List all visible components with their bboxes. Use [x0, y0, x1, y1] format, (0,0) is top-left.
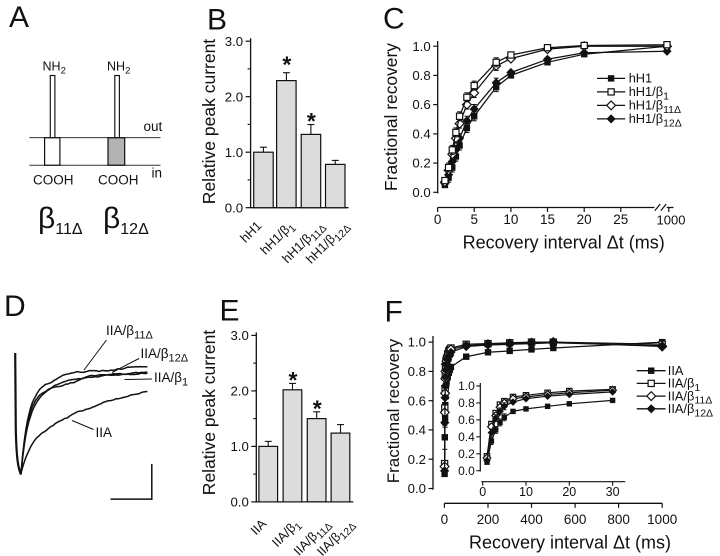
svg-text:0.0: 0.0 [408, 481, 426, 496]
svg-text:*: * [307, 108, 316, 134]
svg-text:3.0: 3.0 [230, 328, 248, 343]
svg-text:Recovery interval Δt (ms): Recovery interval Δt (ms) [469, 533, 671, 553]
svg-text:*: * [282, 52, 291, 78]
svg-text:0.0: 0.0 [458, 464, 475, 478]
svg-text:IIA/β1: IIA/β1 [668, 376, 701, 394]
svg-text:3.0: 3.0 [225, 34, 243, 49]
svg-text:Relative peak current: Relative peak current [199, 330, 219, 495]
svg-text:in: in [152, 166, 163, 181]
svg-text:Fractional recovery: Fractional recovery [381, 43, 401, 191]
svg-text:2.0: 2.0 [230, 384, 248, 399]
svg-text:15: 15 [540, 212, 555, 227]
svg-text:20: 20 [562, 485, 576, 499]
svg-text:0.0: 0.0 [230, 495, 248, 510]
svg-text:COOH: COOH [98, 173, 139, 188]
svg-text:IIA/β1: IIA/β1 [154, 370, 188, 389]
svg-text:1.0: 1.0 [225, 145, 243, 160]
svg-text:0.2: 0.2 [458, 447, 475, 461]
svg-text:1.0: 1.0 [230, 439, 248, 454]
svg-text:Relative peak current: Relative peak current [199, 39, 219, 204]
svg-text:A: A [9, 1, 29, 34]
svg-text:0.6: 0.6 [412, 97, 430, 112]
svg-text:0: 0 [441, 512, 449, 527]
svg-text:*: * [289, 367, 298, 393]
svg-text:0: 0 [479, 485, 486, 499]
svg-text:NH2: NH2 [107, 60, 130, 77]
svg-text:1.0: 1.0 [458, 379, 475, 393]
svg-text:0.8: 0.8 [458, 396, 475, 410]
svg-text:IIA: IIA [668, 363, 684, 378]
svg-text:1.0: 1.0 [412, 39, 430, 54]
svg-text:800: 800 [607, 512, 630, 527]
svg-text:1000: 1000 [647, 512, 677, 527]
svg-text:2.0: 2.0 [225, 90, 243, 105]
svg-text:NH2: NH2 [43, 60, 66, 77]
svg-text:0: 0 [434, 212, 442, 227]
svg-text:0.8: 0.8 [412, 68, 430, 83]
svg-text:0.4: 0.4 [412, 127, 430, 142]
svg-text:Fractional recovery: Fractional recovery [384, 338, 403, 483]
svg-text:600: 600 [564, 512, 587, 527]
svg-text:0.2: 0.2 [408, 452, 426, 467]
svg-text:F: F [385, 296, 403, 329]
svg-text:0.4: 0.4 [458, 430, 475, 444]
svg-text:0.2: 0.2 [412, 156, 430, 171]
svg-text:hH1/β1: hH1/β1 [629, 84, 669, 102]
svg-text:C: C [383, 3, 405, 36]
svg-text:25: 25 [613, 212, 628, 227]
svg-text:Recovery interval Δt (ms): Recovery interval Δt (ms) [463, 233, 665, 253]
svg-text:0.0: 0.0 [412, 185, 430, 200]
svg-text:10: 10 [519, 485, 533, 499]
svg-text:IIA: IIA [96, 425, 113, 440]
svg-text:5: 5 [470, 212, 478, 227]
svg-text:out: out [144, 119, 163, 134]
svg-text:1000: 1000 [657, 213, 686, 228]
svg-text:10: 10 [503, 212, 518, 227]
svg-text:E: E [220, 295, 240, 328]
svg-text:0.8: 0.8 [408, 364, 426, 379]
svg-text:*: * [313, 395, 322, 421]
svg-text:0.4: 0.4 [408, 423, 426, 438]
svg-text:COOH: COOH [33, 173, 74, 188]
svg-text:1.0: 1.0 [408, 335, 426, 350]
svg-text:0.6: 0.6 [408, 393, 426, 408]
svg-text:200: 200 [477, 512, 500, 527]
svg-text:30: 30 [606, 485, 620, 499]
svg-text:20: 20 [577, 212, 592, 227]
svg-text:400: 400 [520, 512, 543, 527]
svg-text:0.6: 0.6 [458, 413, 475, 427]
svg-text:0.0: 0.0 [225, 201, 243, 216]
svg-text:D: D [4, 290, 26, 323]
svg-text:hH1: hH1 [629, 71, 652, 86]
svg-text:B: B [207, 4, 227, 37]
